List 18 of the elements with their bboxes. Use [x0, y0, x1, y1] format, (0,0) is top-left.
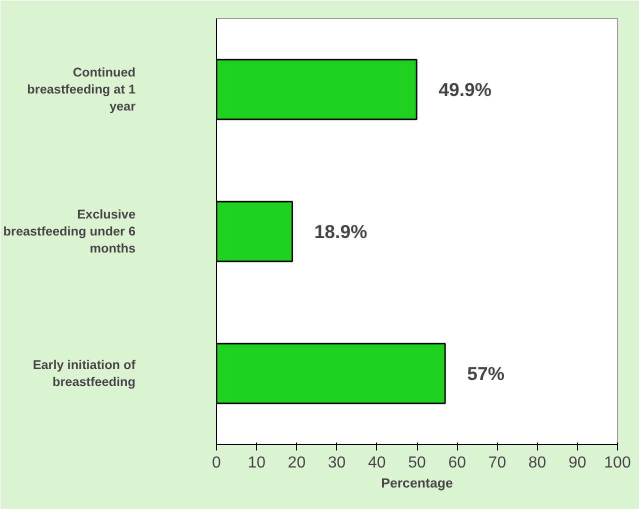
x-tick-label: 60	[448, 454, 466, 472]
x-tick-label: 40	[368, 454, 386, 472]
x-tick-label: 80	[528, 454, 546, 472]
data-label: 57%	[467, 363, 505, 384]
x-tick-label: 50	[408, 454, 426, 472]
x-tick-label: 30	[328, 454, 346, 472]
x-tick-label: 0	[212, 454, 222, 472]
x-tick-label: 20	[288, 454, 306, 472]
x-tick-label: 10	[248, 454, 266, 472]
y-tick-label: Exclusive breastfeeding under 6 months	[3, 208, 136, 256]
y-tick-label: Continued breastfeeding at 1 year	[27, 66, 136, 114]
x-tick-label: 70	[488, 454, 506, 472]
x-tick-label: 100	[604, 454, 631, 472]
y-tick-label: Early initiation of breastfeeding	[32, 358, 136, 389]
data-label: 18.9%	[314, 221, 368, 242]
x-tick-label: 90	[568, 454, 586, 472]
x-axis-title: Percentage	[381, 476, 453, 490]
data-label: 49.9%	[438, 79, 492, 100]
